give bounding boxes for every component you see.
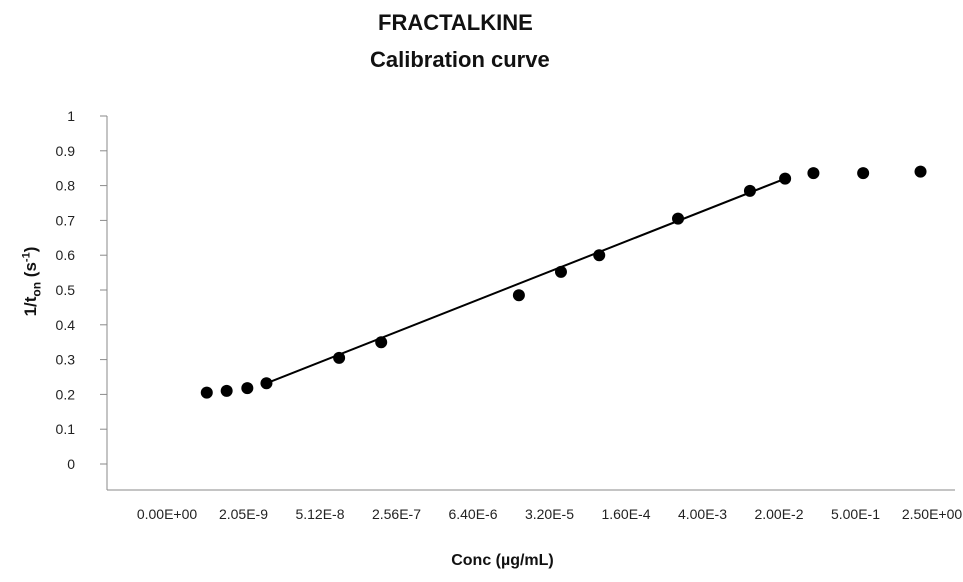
data-point: [260, 377, 273, 390]
x-tick-label: 5.12E-8: [295, 506, 344, 522]
fit-line-group: [266, 177, 786, 385]
x-ticks: 0.00E+00 2.05E-9 5.12E-8 2.56E-7 6.40E-6 3.20…: [137, 506, 963, 522]
y-ticks: 0 0.1 0.2 0.3 0.4 0.5 0.6 0.7 0.8 0.9 1: [56, 108, 107, 472]
data-point: [333, 351, 346, 364]
y-tick-label: 0.3: [56, 352, 76, 368]
y-tick-label: 0.2: [56, 386, 76, 402]
x-tick-label: 0.00E+00: [137, 506, 198, 522]
data-point: [220, 384, 233, 397]
data-point: [743, 184, 756, 197]
x-tick-label: 2.00E-2: [754, 506, 803, 522]
data-point: [857, 167, 870, 180]
y-tick-label: 0.7: [56, 212, 76, 228]
x-tick-label: 4.00E-3: [678, 506, 727, 522]
x-tick-label: 5.00E-1: [831, 506, 880, 522]
y-tick-label: 0: [67, 456, 75, 472]
x-tick-label: 6.40E-6: [448, 506, 497, 522]
data-point: [807, 167, 820, 180]
data-points: [200, 165, 927, 399]
y-tick-label: 1: [67, 108, 75, 124]
y-tick-label: 0.5: [56, 282, 76, 298]
y-tick-label: 0.9: [56, 143, 76, 159]
data-point: [593, 249, 606, 262]
data-point: [241, 382, 254, 395]
y-tick-label: 0.8: [56, 178, 76, 194]
data-point: [512, 289, 525, 302]
x-tick-label: 2.50E+00: [902, 506, 963, 522]
x-tick-label: 1.60E-4: [601, 506, 650, 522]
y-tick-label: 0.4: [56, 317, 76, 333]
data-point: [200, 386, 213, 399]
data-point: [554, 265, 567, 278]
axes: [106, 116, 955, 491]
x-tick-label: 2.05E-9: [219, 506, 268, 522]
fit-line: [266, 177, 786, 385]
data-point: [672, 212, 685, 225]
data-point: [375, 336, 388, 349]
x-tick-label: 3.20E-5: [525, 506, 574, 522]
data-point: [779, 172, 792, 185]
y-tick-label: 0.6: [56, 247, 76, 263]
chart-subtitle: Calibration curve: [370, 47, 550, 72]
x-tick-label: 2.56E-7: [372, 506, 421, 522]
chart-title: FRACTALKINE: [378, 10, 533, 35]
data-point: [914, 165, 927, 178]
y-tick-label: 0.1: [56, 421, 76, 437]
x-axis-label: Conc (µg/mL): [451, 552, 554, 569]
